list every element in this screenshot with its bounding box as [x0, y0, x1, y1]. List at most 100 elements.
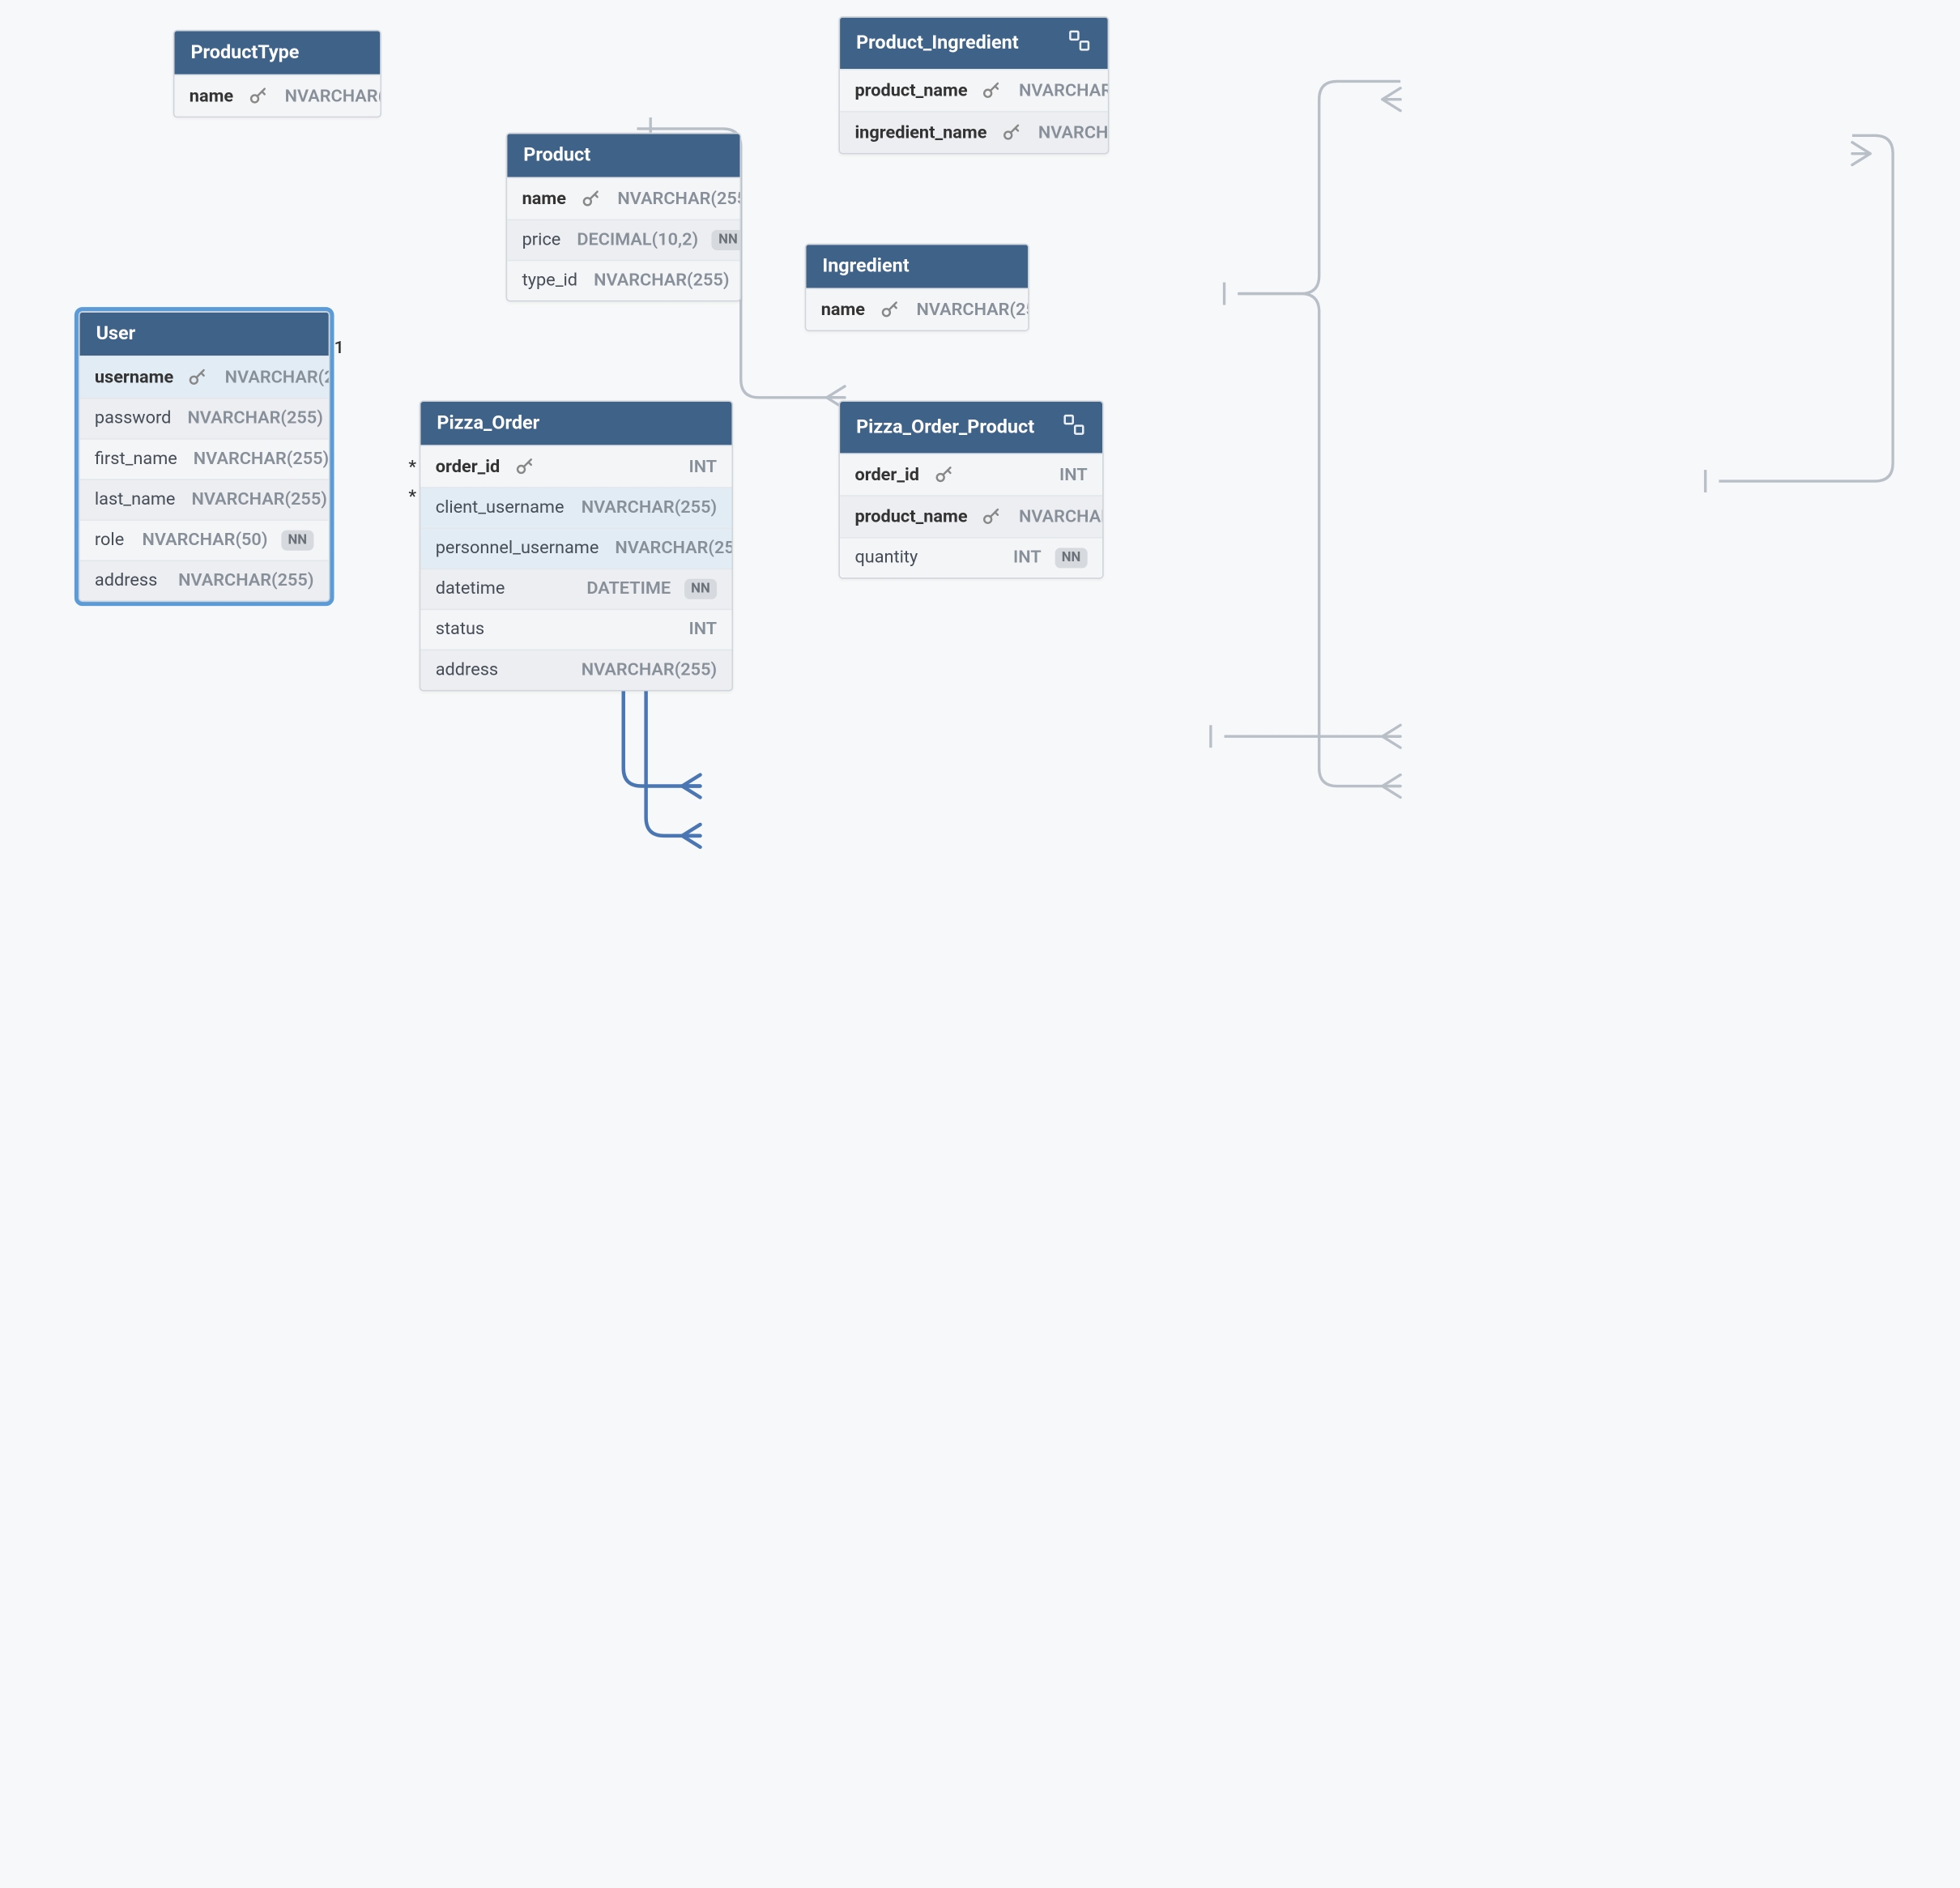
- entity-producttype[interactable]: ProductType name NVARCHAR(255): [173, 30, 381, 118]
- junction-icon: [1067, 28, 1092, 58]
- cardinality-label: *: [408, 457, 416, 477]
- column-name: quantity: [854, 548, 918, 568]
- column-name: personnel_username: [436, 539, 599, 559]
- column-row[interactable]: personnel_username NVARCHAR(255) NN: [420, 527, 731, 568]
- entity-header[interactable]: User: [80, 313, 329, 356]
- column-row[interactable]: roleNVARCHAR(50) NN: [80, 519, 329, 560]
- column-row[interactable]: ingredient_name NVARCHAR(255): [840, 111, 1108, 153]
- entity-title: Product_Ingredient: [856, 32, 1019, 54]
- entity-header[interactable]: ProductType: [174, 31, 380, 74]
- key-icon: [1000, 121, 1022, 143]
- key-icon: [187, 367, 209, 389]
- entity-pizza_order[interactable]: Pizza_Order order_id INT client_usernameN…: [420, 400, 733, 691]
- key-icon: [933, 464, 955, 486]
- entity-title: Product: [523, 145, 590, 167]
- column-type: NVARCHAR(255) NN: [594, 271, 741, 291]
- column-type: NVARCHAR(255) NN: [194, 449, 330, 469]
- column-type: NVARCHAR(255) NN: [191, 490, 330, 510]
- not-null-badge: NN: [684, 579, 717, 599]
- column-row[interactable]: quantity INT NN: [840, 537, 1102, 577]
- column-row[interactable]: datetime DATETIME NN: [420, 568, 731, 608]
- column-row[interactable]: username NVARCHAR(255): [80, 356, 329, 398]
- column-name: type_id: [522, 271, 577, 291]
- column-type: NVARCHAR(255): [285, 86, 381, 106]
- column-type: NVARCHAR(255): [1019, 80, 1109, 100]
- column-type: DECIMAL(10,2) NN: [577, 230, 741, 250]
- column-row[interactable]: price DECIMAL(10,2) NN: [507, 219, 739, 260]
- column-type: DATETIME NN: [586, 579, 717, 599]
- column-row[interactable]: product_name NVARCHAR(255): [840, 495, 1102, 537]
- column-row[interactable]: client_usernameNVARCHAR(255): [420, 487, 731, 527]
- column-row[interactable]: order_id INT: [840, 453, 1102, 495]
- column-type: NVARCHAR(50) NN: [142, 531, 313, 551]
- column-type: NVARCHAR(255): [617, 189, 741, 209]
- junction-icon: [1062, 412, 1086, 442]
- column-row[interactable]: order_id INT: [420, 445, 731, 487]
- column-name: product_name: [854, 80, 1003, 102]
- column-name: ingredient_name: [854, 121, 1021, 143]
- key-icon: [879, 299, 901, 321]
- column-type: NVARCHAR(255): [225, 367, 330, 387]
- key-icon: [247, 85, 269, 107]
- column-type: NVARCHAR(255): [916, 300, 1029, 320]
- entity-title: ProductType: [190, 42, 299, 64]
- column-name: order_id: [436, 456, 535, 478]
- column-name: name: [522, 188, 602, 210]
- column-name: first_name: [95, 449, 177, 469]
- entity-header[interactable]: Product_Ingredient: [840, 18, 1108, 69]
- column-name: username: [95, 367, 209, 389]
- key-icon: [513, 456, 535, 478]
- column-name: order_id: [854, 464, 954, 486]
- column-row[interactable]: type_id NVARCHAR(255) NN: [507, 260, 739, 300]
- column-type: NVARCHAR(255) NN: [187, 408, 330, 428]
- entity-ingredient[interactable]: Ingredientname NVARCHAR(255): [805, 244, 1029, 332]
- entity-user[interactable]: User username NVARCHAR(255) password NVARC…: [79, 311, 330, 602]
- column-name: address: [436, 660, 498, 680]
- cardinality-label: 1: [334, 339, 343, 359]
- column-name: address: [95, 571, 157, 591]
- entity-pizza_order_product[interactable]: Pizza_Order_Product order_id INT product_…: [838, 400, 1103, 578]
- key-icon: [981, 80, 1003, 102]
- entity-header[interactable]: Pizza_Order_Product: [840, 402, 1102, 453]
- key-icon: [580, 188, 602, 210]
- column-name: datetime: [436, 579, 505, 599]
- column-row[interactable]: password NVARCHAR(255) NN: [80, 398, 329, 438]
- column-type: INT: [688, 620, 717, 640]
- column-name: status: [436, 620, 484, 640]
- column-type: NVARCHAR(255) NN: [615, 539, 733, 559]
- column-row[interactable]: addressNVARCHAR(255): [420, 650, 731, 690]
- entity-header[interactable]: Ingredient: [806, 245, 1028, 288]
- column-row[interactable]: name NVARCHAR(255): [806, 288, 1028, 330]
- column-row[interactable]: product_name NVARCHAR(255): [840, 69, 1108, 111]
- diagram-canvas[interactable]: ProductType name NVARCHAR(255) Product nam…: [0, 0, 1960, 1888]
- column-name: name: [821, 299, 901, 321]
- column-type: INT: [1059, 465, 1088, 485]
- entity-header[interactable]: Pizza_Order: [420, 402, 731, 445]
- column-name: product_name: [854, 506, 1003, 528]
- column-row[interactable]: status INT: [420, 609, 731, 650]
- not-null-badge: NN: [712, 230, 741, 250]
- column-type: NVARCHAR(255): [1038, 122, 1110, 143]
- entity-title: Pizza_Order: [437, 412, 539, 434]
- entity-product[interactable]: Product name NVARCHAR(255) price DECIMAL(1…: [506, 133, 742, 302]
- entity-product_ingredient[interactable]: Product_Ingredient product_name NVARCHAR(…: [838, 16, 1109, 154]
- column-row[interactable]: last_name NVARCHAR(255) NN: [80, 479, 329, 519]
- column-name: password: [95, 408, 172, 428]
- column-row[interactable]: first_name NVARCHAR(255) NN: [80, 438, 329, 479]
- column-type: NVARCHAR(255): [1019, 506, 1104, 526]
- not-null-badge: NN: [281, 531, 313, 551]
- column-type: INT NN: [1013, 548, 1088, 568]
- entity-header[interactable]: Product: [507, 134, 739, 177]
- column-row[interactable]: name NVARCHAR(255): [174, 75, 380, 117]
- entity-title: Pizza_Order_Product: [856, 416, 1034, 438]
- not-null-badge: NN: [1055, 548, 1087, 568]
- entity-title: User: [96, 323, 136, 345]
- column-type: INT: [688, 457, 717, 477]
- cardinality-label: *: [408, 487, 416, 507]
- column-row[interactable]: name NVARCHAR(255): [507, 177, 739, 219]
- column-name: name: [190, 85, 269, 107]
- column-row[interactable]: addressNVARCHAR(255): [80, 560, 329, 600]
- column-name: price: [522, 230, 561, 250]
- column-type: NVARCHAR(255): [582, 498, 717, 518]
- column-name: last_name: [95, 490, 176, 510]
